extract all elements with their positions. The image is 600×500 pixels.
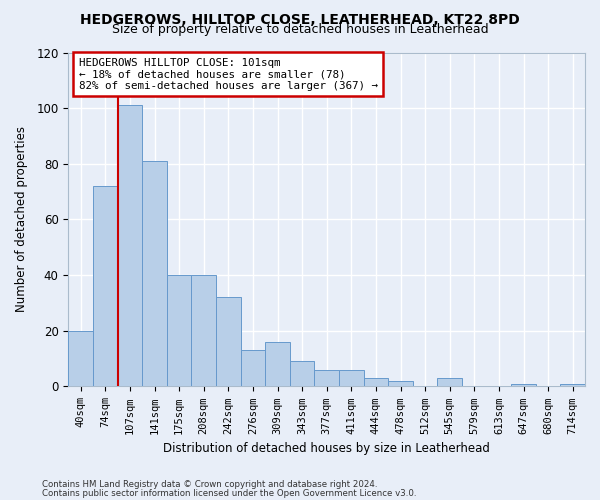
Bar [191, 275, 216, 386]
Text: Contains HM Land Registry data © Crown copyright and database right 2024.: Contains HM Land Registry data © Crown c… [42, 480, 377, 489]
Text: Size of property relative to detached houses in Leatherhead: Size of property relative to detached ho… [112, 22, 488, 36]
Bar [93, 186, 118, 386]
Bar [216, 298, 241, 386]
Bar [437, 378, 462, 386]
Y-axis label: Number of detached properties: Number of detached properties [15, 126, 28, 312]
Bar [388, 381, 413, 386]
Bar [314, 370, 339, 386]
Bar [118, 106, 142, 386]
X-axis label: Distribution of detached houses by size in Leatherhead: Distribution of detached houses by size … [163, 442, 490, 455]
Bar [290, 362, 314, 386]
Bar [241, 350, 265, 386]
Bar [167, 275, 191, 386]
Text: Contains public sector information licensed under the Open Government Licence v3: Contains public sector information licen… [42, 488, 416, 498]
Bar [339, 370, 364, 386]
Bar [511, 384, 536, 386]
Text: HEDGEROWS HILLTOP CLOSE: 101sqm
← 18% of detached houses are smaller (78)
82% of: HEDGEROWS HILLTOP CLOSE: 101sqm ← 18% of… [79, 58, 378, 90]
Bar [560, 384, 585, 386]
Bar [265, 342, 290, 386]
Bar [364, 378, 388, 386]
Text: HEDGEROWS, HILLTOP CLOSE, LEATHERHEAD, KT22 8PD: HEDGEROWS, HILLTOP CLOSE, LEATHERHEAD, K… [80, 12, 520, 26]
Bar [68, 331, 93, 386]
Bar [142, 161, 167, 386]
